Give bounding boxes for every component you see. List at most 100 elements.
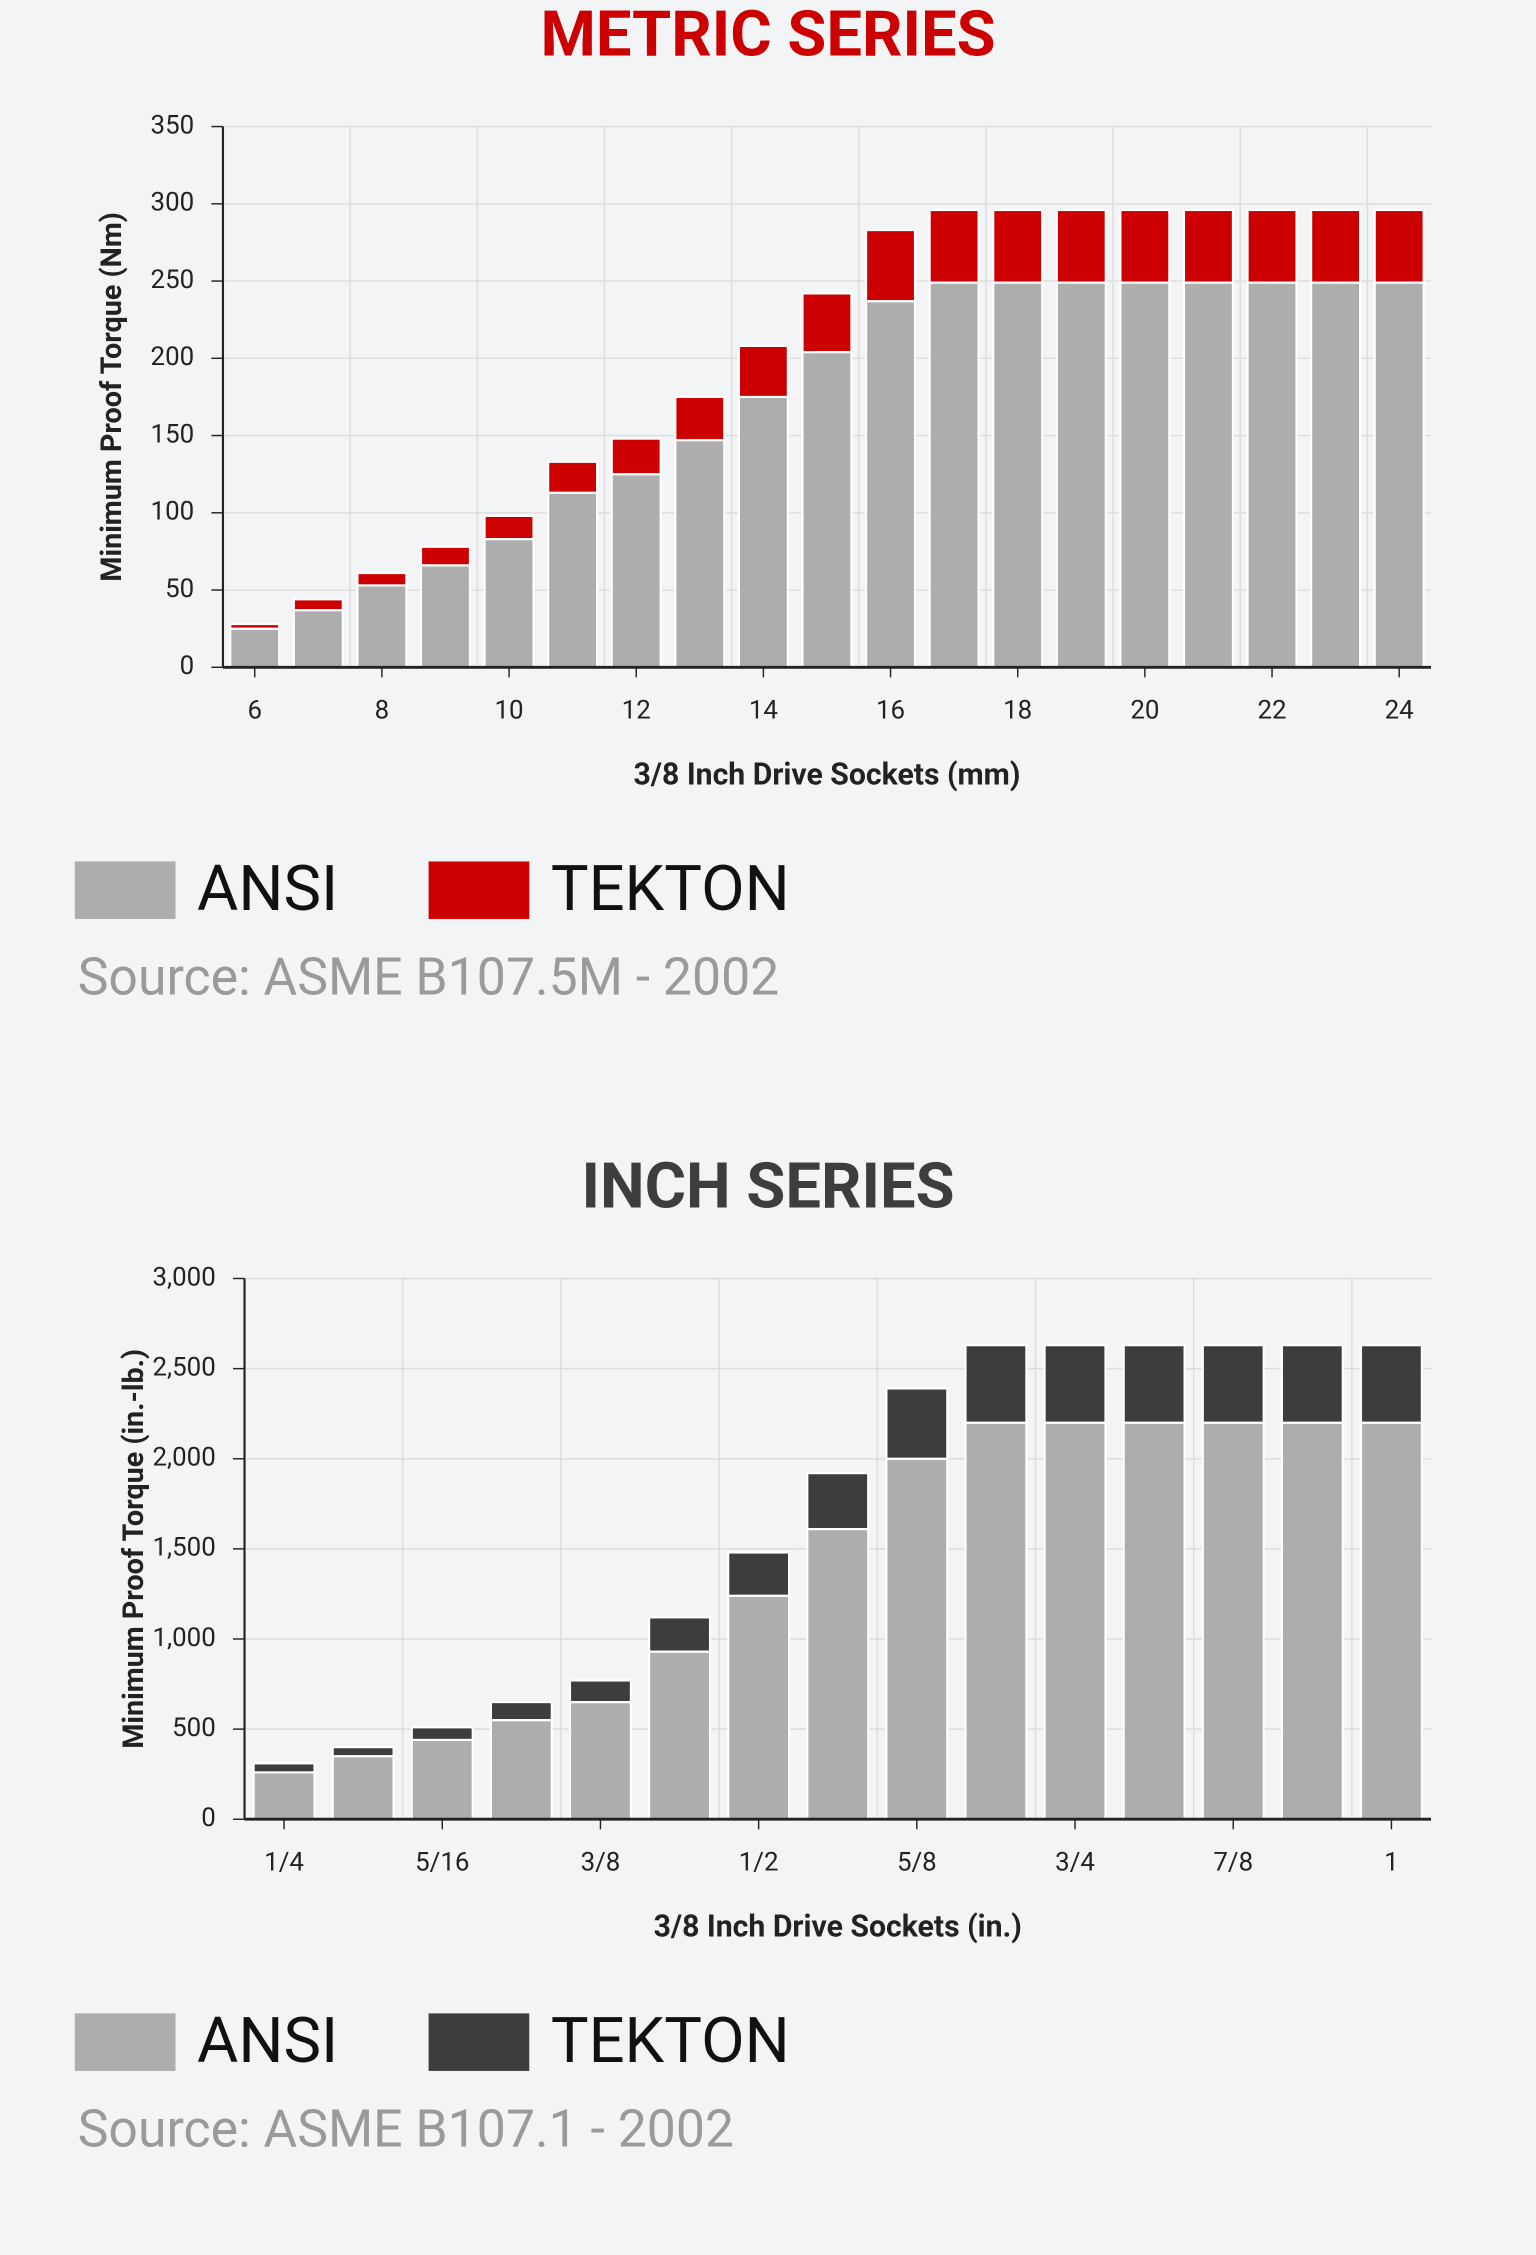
y-tick-label: 2,500 bbox=[152, 1352, 215, 1382]
bar-segment bbox=[1280, 1421, 1344, 1821]
bar-segment bbox=[1122, 1421, 1186, 1821]
y-tick-label: 1,500 bbox=[152, 1533, 215, 1563]
y-tick-label: 250 bbox=[151, 265, 195, 295]
legend-swatch bbox=[428, 2013, 530, 2071]
bar-segment bbox=[1373, 208, 1425, 284]
x-tick-label: 18 bbox=[1003, 696, 1032, 726]
x-tick-label: 20 bbox=[1130, 696, 1159, 726]
x-tick-label: 5/8 bbox=[897, 1848, 937, 1878]
x-axis-title: 3/8 Inch Drive Sockets (mm) bbox=[633, 758, 1020, 793]
bar-segment bbox=[331, 1755, 395, 1821]
bar-segment bbox=[1246, 281, 1298, 669]
bar-segment bbox=[674, 395, 726, 442]
bar-segment bbox=[1359, 1344, 1423, 1424]
source-note: Source: ASME B107.1 - 2002 bbox=[78, 2098, 734, 2159]
x-tick-label: 8 bbox=[375, 696, 390, 726]
bar-segment bbox=[229, 622, 281, 630]
y-axis-title: Minimum Proof Torque (in.-lb.) bbox=[117, 1349, 151, 1749]
bar-segment bbox=[1182, 208, 1235, 284]
bar-segment bbox=[727, 1594, 791, 1821]
bar-segment bbox=[737, 344, 789, 399]
bar-segment bbox=[1043, 1421, 1107, 1821]
bar-segment bbox=[864, 300, 917, 669]
legend-swatch bbox=[428, 861, 530, 919]
bar-segment bbox=[727, 1551, 791, 1597]
bar-segment bbox=[610, 473, 662, 669]
bar-segment bbox=[992, 208, 1044, 284]
x-tick-label: 1/4 bbox=[264, 1848, 304, 1878]
source-note: Source: ASME B107.5M - 2002 bbox=[78, 946, 780, 1007]
y-axis-title: Minimum Proof Torque (Nm) bbox=[95, 212, 129, 582]
legend-label: TEKTON bbox=[551, 852, 790, 926]
bar-segment bbox=[229, 627, 281, 669]
bar-segment bbox=[331, 1746, 395, 1758]
bar-segment bbox=[483, 537, 535, 669]
bar-segment bbox=[1310, 281, 1362, 669]
bar-segment bbox=[674, 439, 726, 669]
y-tick-label: 1,000 bbox=[152, 1623, 215, 1653]
x-tick-label: 1 bbox=[1384, 1848, 1399, 1878]
bar-segment bbox=[928, 281, 980, 669]
bar-segment bbox=[1119, 208, 1171, 284]
chart-title: INCH SERIES bbox=[581, 1149, 954, 1223]
bar-segment bbox=[1055, 208, 1107, 284]
x-tick-label: 12 bbox=[622, 696, 651, 726]
bar-segment bbox=[547, 460, 599, 494]
y-tick-label: 300 bbox=[151, 188, 195, 218]
bar-segment bbox=[1373, 281, 1425, 669]
legend-swatch bbox=[74, 861, 176, 919]
x-tick-label: 1/2 bbox=[739, 1848, 779, 1878]
bar-segment bbox=[1182, 281, 1235, 669]
y-tick-label: 0 bbox=[201, 1803, 216, 1833]
legend-label: TEKTON bbox=[551, 2004, 790, 2078]
x-tick-label: 10 bbox=[495, 696, 524, 726]
bar-segment bbox=[885, 1457, 949, 1821]
bar-segment bbox=[928, 208, 980, 284]
x-tick-label: 24 bbox=[1385, 696, 1414, 726]
y-tick-label: 50 bbox=[165, 574, 194, 604]
bar-segment bbox=[648, 1650, 712, 1821]
x-tick-label: 22 bbox=[1257, 696, 1286, 726]
y-tick-label: 0 bbox=[180, 651, 195, 681]
bar-segment bbox=[1201, 1344, 1265, 1424]
bar-segment bbox=[1122, 1344, 1186, 1424]
chart-title: METRIC SERIES bbox=[540, 0, 995, 72]
bar-segment bbox=[1043, 1344, 1107, 1424]
legend-swatch bbox=[74, 2013, 176, 2071]
bar-segment bbox=[410, 1726, 474, 1742]
bar-segment bbox=[1310, 208, 1362, 284]
bar-segment bbox=[1280, 1344, 1344, 1424]
legend-label: ANSI bbox=[197, 852, 338, 926]
legend-label: ANSI bbox=[197, 2004, 338, 2078]
bar-segment bbox=[568, 1679, 632, 1704]
bar-segment bbox=[801, 292, 853, 354]
bar-segment bbox=[292, 598, 344, 612]
bar-segment bbox=[489, 1701, 553, 1722]
bar-segment bbox=[610, 437, 662, 476]
bar-segment bbox=[489, 1719, 553, 1821]
bar-segment bbox=[356, 584, 408, 669]
bar-segment bbox=[964, 1421, 1028, 1821]
bar-segment bbox=[568, 1701, 632, 1821]
x-tick-label: 14 bbox=[749, 696, 778, 726]
y-tick-label: 350 bbox=[151, 110, 195, 140]
x-tick-label: 7/8 bbox=[1213, 1848, 1253, 1878]
y-tick-label: 150 bbox=[151, 419, 195, 449]
bar-segment bbox=[801, 351, 853, 669]
bar-segment bbox=[292, 609, 344, 669]
bar-segment bbox=[483, 514, 535, 541]
bar-segment bbox=[806, 1472, 870, 1531]
x-tick-label: 5/16 bbox=[415, 1848, 469, 1878]
bar-segment bbox=[419, 564, 472, 669]
bar-segment bbox=[419, 545, 472, 567]
y-tick-label: 100 bbox=[151, 497, 195, 527]
bar-segment bbox=[1359, 1421, 1423, 1821]
bar-segment bbox=[547, 491, 599, 669]
y-tick-label: 2,000 bbox=[152, 1443, 215, 1473]
bar-segment bbox=[1246, 208, 1298, 284]
bar-segment bbox=[252, 1762, 316, 1774]
x-tick-label: 16 bbox=[876, 696, 905, 726]
bar-segment bbox=[737, 395, 789, 669]
y-tick-label: 200 bbox=[151, 342, 195, 372]
x-axis-title: 3/8 Inch Drive Sockets (in.) bbox=[654, 1910, 1022, 1945]
